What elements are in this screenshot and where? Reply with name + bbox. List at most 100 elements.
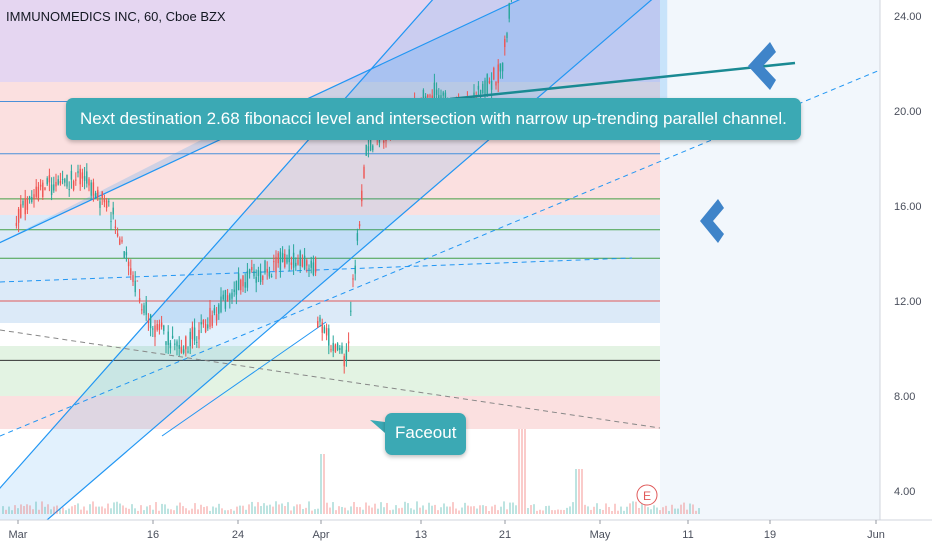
candle-body (79, 168, 81, 185)
volume-bar (272, 506, 274, 514)
volume-bar (245, 509, 247, 514)
volume-bar (614, 503, 616, 514)
candle-body (427, 94, 429, 98)
candle-body (506, 33, 508, 38)
x-tick-label: Apr (312, 529, 329, 541)
candle-body (68, 189, 70, 191)
candle-body (15, 222, 18, 226)
volume-bar (605, 503, 607, 514)
candle-body (154, 325, 156, 338)
wide-channel-lower-line (46, 0, 653, 520)
wide-channel-upper-line (0, 0, 434, 489)
candle-body (116, 233, 119, 237)
candle-body (75, 179, 77, 181)
candle-body (501, 62, 504, 72)
fib-zone-purple (0, 0, 660, 82)
candle-body (213, 308, 216, 313)
volume-bar (383, 507, 385, 514)
candle-body (136, 280, 139, 282)
volume-bar (647, 507, 649, 514)
candle-body (237, 273, 240, 291)
volume-bar (608, 507, 610, 514)
volume-bar (353, 501, 355, 514)
volume-bar (467, 505, 469, 514)
volume-bar (311, 510, 313, 514)
candle-body (99, 201, 101, 208)
fib-zone-red-low (0, 396, 660, 429)
volume-bar (242, 505, 244, 514)
candle-body (207, 324, 209, 329)
volume-bar (365, 502, 367, 514)
volume-bar (212, 506, 214, 514)
candle-body (363, 166, 365, 178)
volume-bar (278, 504, 280, 514)
volume-bar (17, 508, 19, 514)
volume-bar (191, 508, 193, 514)
volume-bar (26, 504, 28, 514)
candle-body (189, 331, 191, 347)
candle-body (24, 198, 26, 215)
volume-bar (545, 506, 547, 514)
volume-bar (125, 507, 127, 514)
volume-bar (443, 503, 445, 514)
callout-connector (449, 61, 796, 101)
volume-bar (197, 509, 199, 514)
fib-zone-green (0, 346, 660, 396)
volume-bar (380, 502, 382, 514)
candle-body (57, 179, 59, 185)
volume-bar (32, 509, 34, 514)
volume-bar (404, 501, 406, 514)
candle-body (44, 187, 46, 190)
volume-bar (506, 509, 508, 514)
candle-body (251, 266, 253, 271)
volume-bar (296, 504, 298, 514)
volume-bar (533, 504, 535, 514)
candle-body (31, 197, 33, 203)
x-tick-label: 21 (499, 529, 511, 541)
candle-body (204, 323, 207, 332)
candle-body (66, 174, 68, 187)
volume-bar (479, 505, 481, 514)
candle-body (319, 317, 321, 322)
candle-body (160, 322, 163, 327)
candle-body (482, 83, 484, 94)
volume-bar (644, 502, 646, 514)
candle-body (242, 275, 244, 287)
volume-bar (464, 502, 466, 514)
x-tick-label: May (590, 529, 611, 541)
volume-bar (317, 508, 319, 514)
volume-bar (44, 506, 46, 514)
volume-bar (65, 510, 67, 514)
volume-bar (692, 504, 694, 514)
candle-body (46, 178, 48, 185)
candle-body (101, 191, 103, 199)
fib-zone-blue (0, 215, 660, 323)
candle-body (352, 278, 354, 280)
candle-body (193, 327, 196, 341)
earnings-marker-label: E (643, 489, 651, 503)
candle-body (174, 343, 176, 345)
candle-body (499, 63, 502, 72)
volume-bar (263, 503, 265, 514)
volume-bar (113, 502, 115, 514)
volume-bar (683, 502, 685, 514)
volume-bar (527, 508, 529, 514)
candle-body (224, 290, 227, 309)
volume-bar (362, 509, 364, 514)
volume-bar (92, 501, 94, 514)
candle-body (202, 319, 205, 325)
candle-body (105, 200, 108, 208)
volume-bar (155, 502, 157, 514)
volume-bar (173, 510, 175, 514)
volume-bar (38, 509, 40, 514)
candle-body (369, 137, 372, 151)
candle-body (277, 253, 279, 264)
candle-body (497, 64, 499, 84)
candle-body (286, 257, 288, 263)
candle-body (218, 304, 220, 314)
candle-body (17, 208, 20, 223)
volume-bar (377, 508, 379, 514)
candle-body (123, 251, 125, 259)
candle-body (141, 309, 143, 311)
